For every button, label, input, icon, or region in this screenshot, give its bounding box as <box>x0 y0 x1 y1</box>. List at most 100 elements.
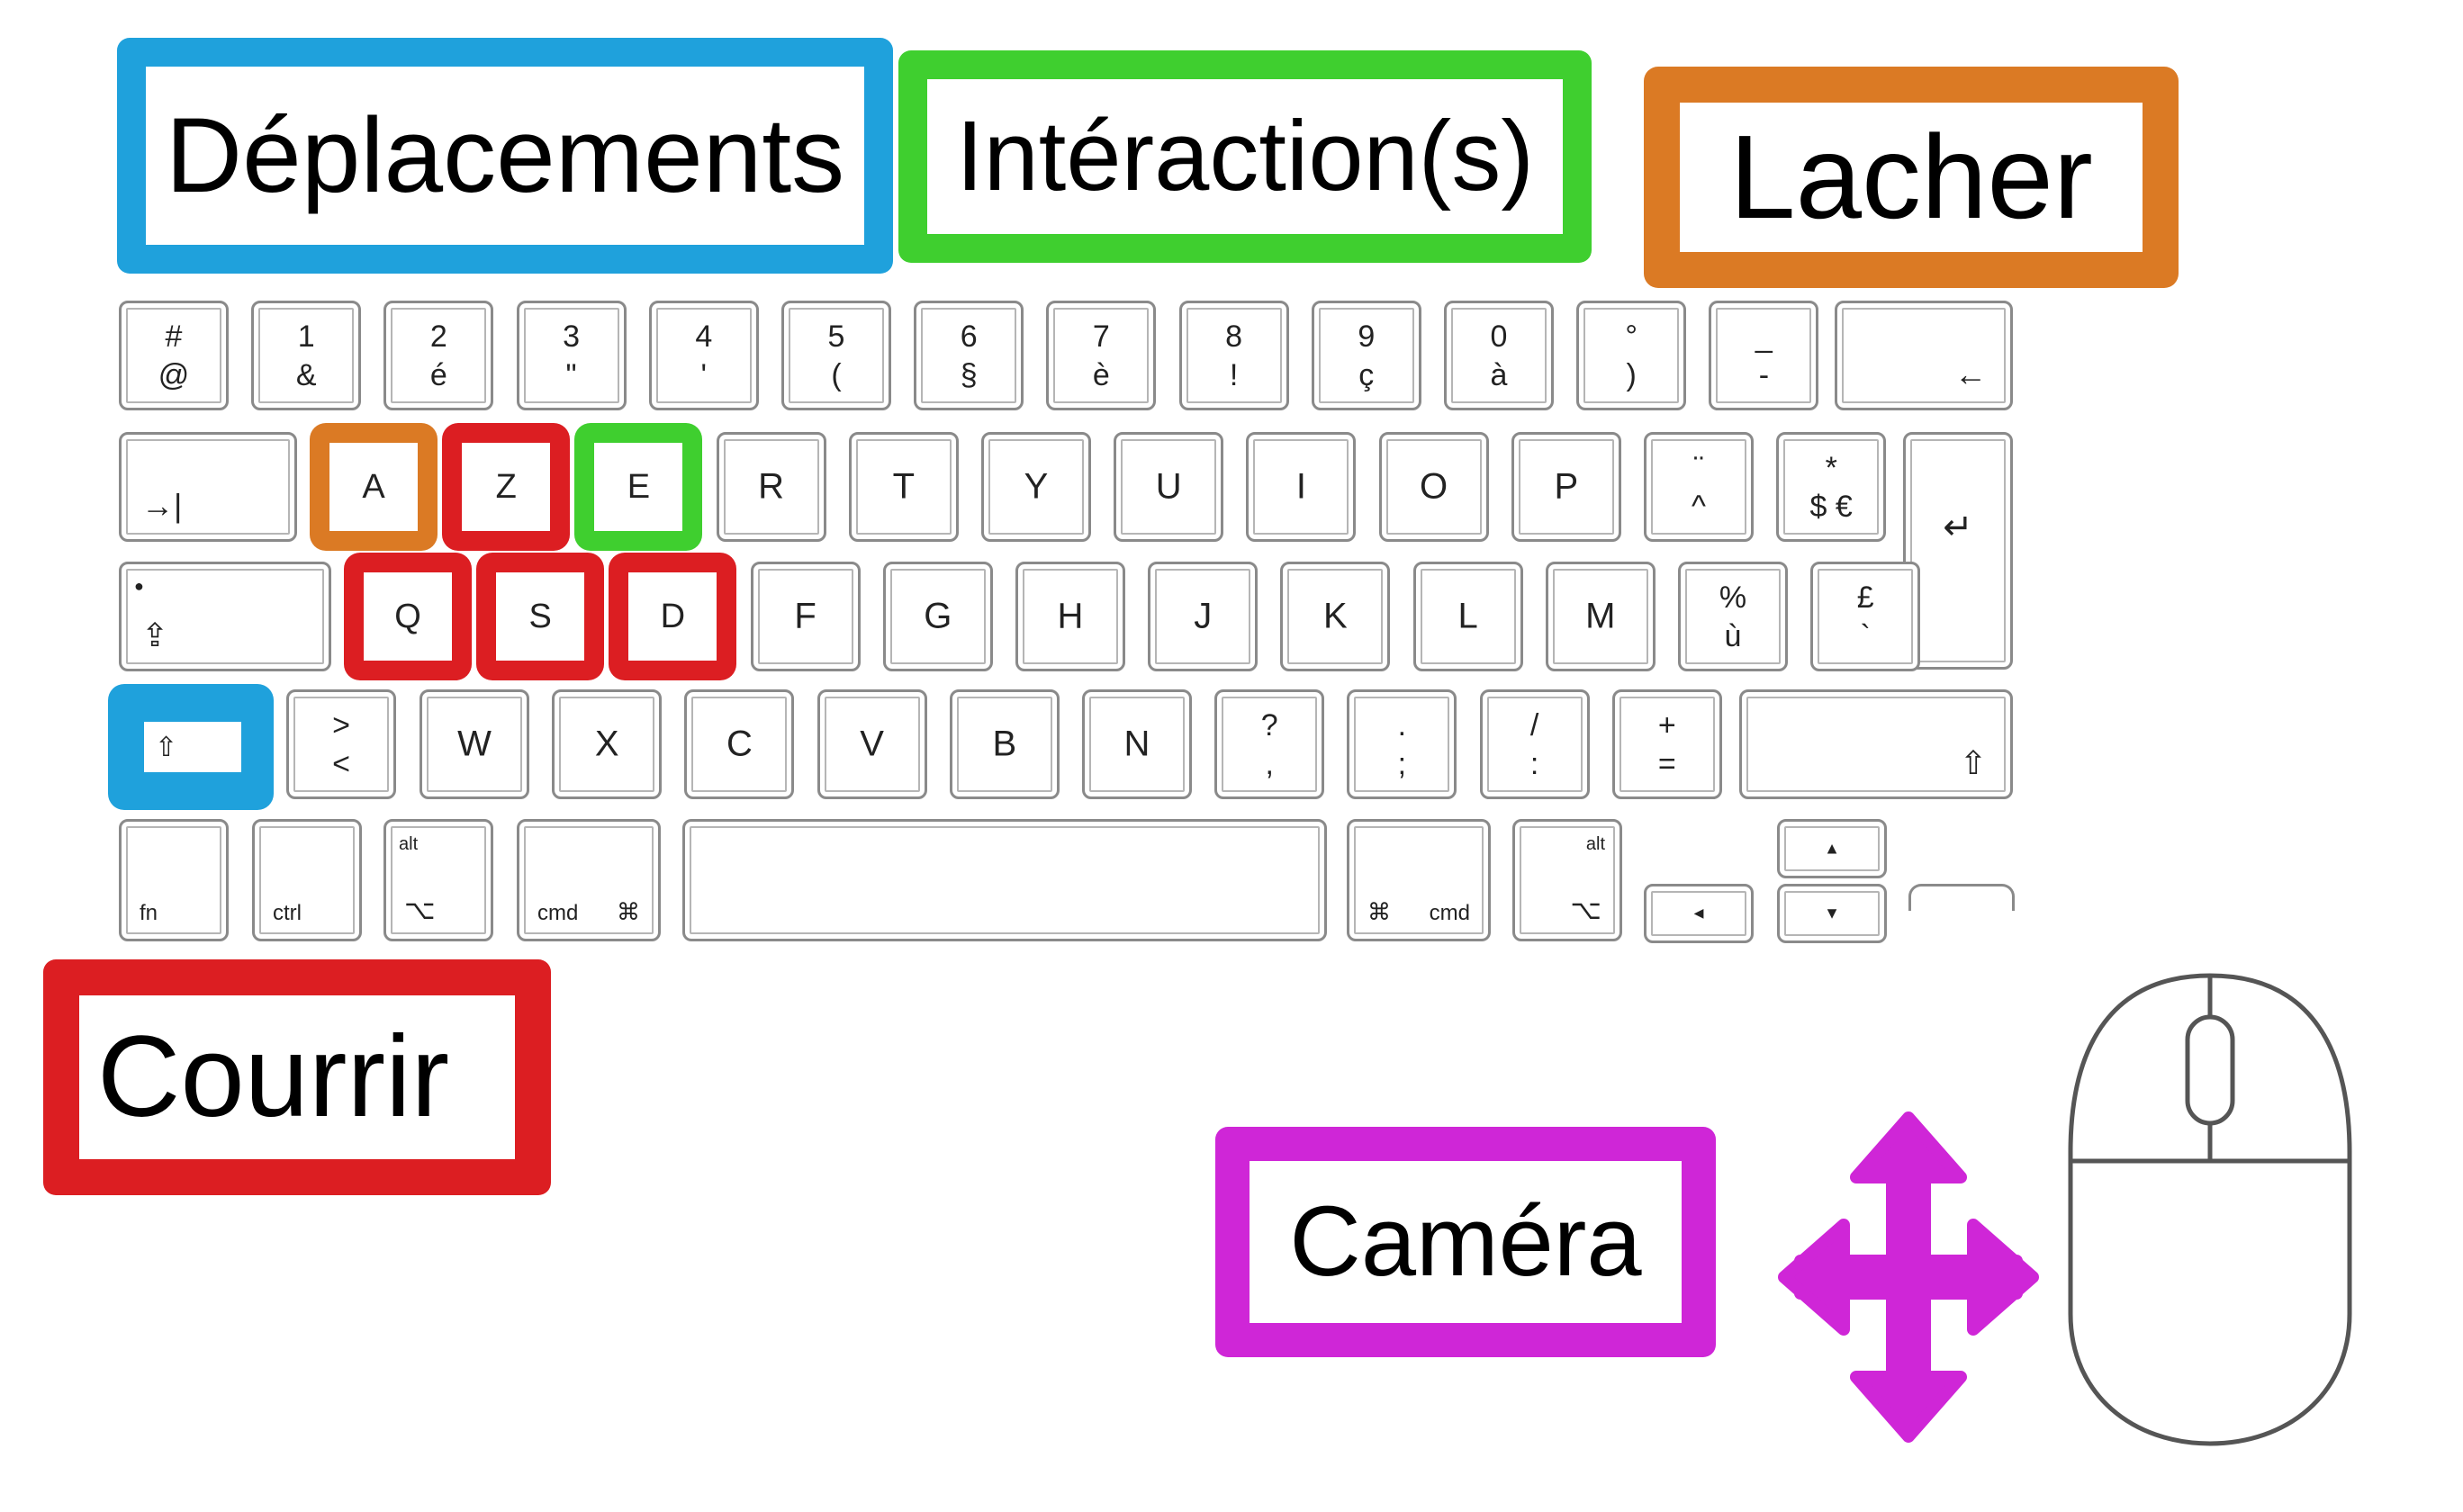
key-v[interactable]: V <box>816 689 927 799</box>
key-alt-right[interactable]: alt ⌥ <box>1512 819 1622 941</box>
key-y[interactable]: Y <box>981 432 1091 542</box>
key-row4-extra-0[interactable]: ?, <box>1214 689 1325 799</box>
key-cmd-left[interactable]: cmd ⌘ <box>517 819 661 941</box>
key-x[interactable]: X <box>552 689 663 799</box>
key-number-12-bottom: - <box>1758 358 1770 392</box>
key-alt-left[interactable]: alt ⌥ <box>383 819 493 941</box>
key-t[interactable]: T <box>848 432 959 542</box>
key-number-0[interactable]: # @ <box>119 301 229 410</box>
key-n[interactable]: N <box>1082 689 1192 799</box>
key-o[interactable]: O <box>1378 432 1489 542</box>
key-e[interactable]: E <box>594 443 683 531</box>
key-number-6[interactable]: 6 § <box>914 301 1024 410</box>
key-q-label: Q <box>394 597 421 635</box>
key-number-7-top: 7 <box>1092 320 1110 354</box>
option-left-icon: ⌥ <box>404 896 436 925</box>
key-r[interactable]: R <box>716 432 826 542</box>
key-b-label: B <box>992 724 1017 764</box>
key-number-2-bottom: é <box>429 358 447 392</box>
key-number-11-top: ° <box>1625 320 1637 354</box>
key-arrow-left[interactable]: ◄ <box>1644 884 1754 943</box>
key-row4-extra-1[interactable]: .; <box>1347 689 1457 799</box>
key-backspace[interactable]: ← <box>1835 301 2013 410</box>
cmd-right-label: cmd <box>1429 901 1470 925</box>
key-z[interactable]: Z <box>462 443 551 531</box>
key-row4-extra-0-top: ? <box>1260 708 1278 742</box>
key-number-1[interactable]: 1 & <box>251 301 362 410</box>
key-m-label: M <box>1585 596 1616 636</box>
key-row4-extra-2[interactable]: /: <box>1479 689 1590 799</box>
key-s[interactable]: S <box>496 572 585 661</box>
key-row3-extra-0[interactable]: % ù <box>1678 562 1788 671</box>
key-arrow-right-partial <box>1908 884 2015 911</box>
key-l[interactable]: L <box>1412 562 1523 671</box>
key-enter[interactable]: ↵ <box>1903 432 2013 670</box>
key-fn[interactable]: fn <box>119 819 229 941</box>
key-number-4-bottom: ' <box>700 358 708 392</box>
key-number-11[interactable]: °) <box>1576 301 1687 410</box>
legend-interactions-label: Intéraction(s) <box>956 101 1534 212</box>
key-k-label: K <box>1323 596 1348 636</box>
key-cmd-right[interactable]: ⌘ cmd <box>1347 819 1491 941</box>
key-j[interactable]: J <box>1148 562 1259 671</box>
key-w[interactable]: W <box>420 689 529 799</box>
key-row2-extra-0[interactable]: ¨ ^ <box>1644 432 1754 542</box>
highlight-key-a: A <box>310 423 438 551</box>
legend-camera: Caméra <box>1215 1127 1716 1357</box>
key-number-12-top: _ <box>1755 320 1773 354</box>
key-arrow-down[interactable]: ▼ <box>1777 884 1887 943</box>
key-number-3-top: 3 <box>563 320 581 354</box>
key-t-label: T <box>892 466 916 507</box>
key-row3-extra-1[interactable]: £ ` <box>1810 562 1921 671</box>
key-ctrl[interactable]: ctrl <box>252 819 362 941</box>
key-number-12[interactable]: _ - <box>1709 301 1819 410</box>
key-a[interactable]: A <box>329 443 418 531</box>
key-shift-right[interactable]: ⇧ <box>1739 689 2013 799</box>
key-h[interactable]: H <box>1015 562 1125 671</box>
key-angle-brackets[interactable]: > < <box>286 689 396 799</box>
key-b[interactable]: B <box>949 689 1060 799</box>
key-number-4-top: 4 <box>695 320 713 354</box>
mouse-icon <box>2068 973 2352 1446</box>
key-c-label: C <box>726 724 753 764</box>
key-capslock[interactable]: ● ⇪ <box>119 562 331 671</box>
key-f[interactable]: F <box>750 562 861 671</box>
key-u[interactable]: U <box>1114 432 1224 542</box>
key-row4-extra-2-top: / <box>1529 708 1539 742</box>
capslock-icon: ⇪ <box>141 616 169 653</box>
key-row4-extra-1-top: . <box>1397 708 1407 742</box>
option-right-icon: ⌥ <box>1570 896 1601 925</box>
key-k[interactable]: K <box>1280 562 1391 671</box>
key-d[interactable]: D <box>628 572 717 661</box>
key-row4-extra-3[interactable]: + = <box>1611 689 1722 799</box>
key-space[interactable] <box>682 819 1327 941</box>
key-j-label: J <box>1194 596 1213 636</box>
key-number-0-top: # <box>165 320 183 354</box>
key-p[interactable]: P <box>1511 432 1621 542</box>
key-shift-left[interactable]: ⇧ <box>144 722 241 772</box>
key-i[interactable]: I <box>1246 432 1357 542</box>
key-number-8[interactable]: 8! <box>1178 301 1289 410</box>
legend-courrir-label: Courrir <box>97 1012 450 1141</box>
key-q[interactable]: Q <box>364 572 452 661</box>
key-w-label: W <box>457 724 492 764</box>
key-g[interactable]: G <box>882 562 993 671</box>
key-u-label: U <box>1155 466 1182 507</box>
key-number-3[interactable]: 3 " <box>516 301 627 410</box>
key-number-6-bottom: § <box>960 358 978 392</box>
key-arrow-up[interactable]: ▲ <box>1777 819 1887 878</box>
key-c[interactable]: C <box>684 689 795 799</box>
key-z-label: Z <box>495 467 517 506</box>
key-tab[interactable]: →| <box>119 432 297 542</box>
key-number-5[interactable]: 5( <box>781 301 891 410</box>
key-row2-extra-1[interactable]: * $ € <box>1776 432 1887 542</box>
key-number-8-top: 8 <box>1225 320 1243 354</box>
key-number-4[interactable]: 4 ' <box>648 301 759 410</box>
key-m[interactable]: M <box>1545 562 1656 671</box>
key-angle-brackets-bottom: < <box>332 747 350 781</box>
